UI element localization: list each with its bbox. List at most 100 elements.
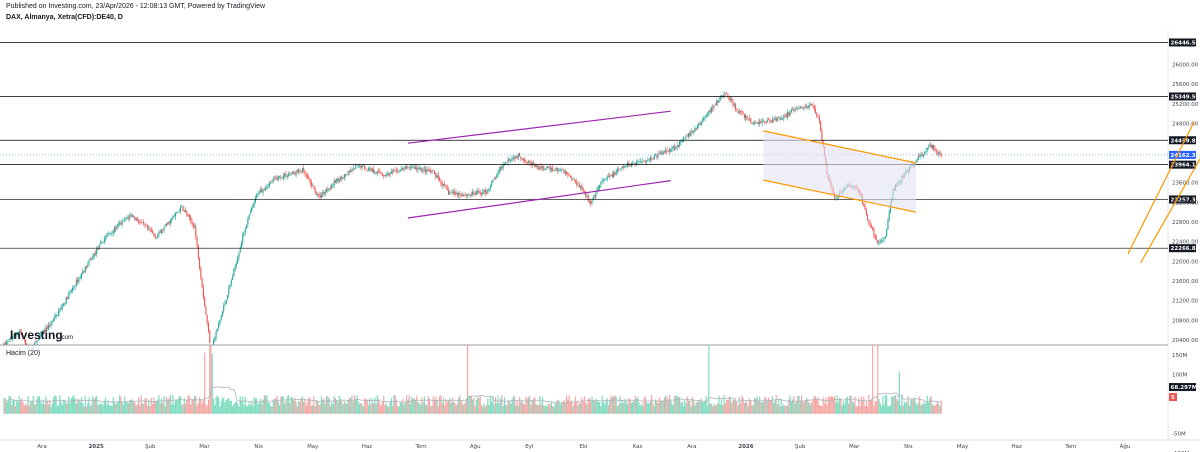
volume-bar xyxy=(258,402,260,414)
candle-body xyxy=(303,167,305,171)
volume-bar xyxy=(409,404,411,414)
volume-bar xyxy=(41,403,43,414)
candle-body xyxy=(371,168,373,172)
candle-body xyxy=(50,321,52,326)
volume-bar xyxy=(345,403,347,414)
candle-body xyxy=(917,155,919,160)
volume-bar xyxy=(855,406,857,414)
candle-body xyxy=(276,177,278,180)
candle-body xyxy=(455,192,457,195)
time-axis-label: May xyxy=(957,444,969,450)
candle-body xyxy=(708,110,710,116)
candle-body xyxy=(461,194,464,197)
candle-body xyxy=(511,158,513,161)
candle-body xyxy=(386,174,389,175)
candle-body xyxy=(479,192,481,194)
volume-tick-label: 150M xyxy=(1172,353,1187,359)
volume-bar xyxy=(559,404,561,414)
volume-bar xyxy=(623,403,625,414)
candle-body xyxy=(571,177,573,180)
volume-bar xyxy=(71,396,74,414)
candle-body xyxy=(712,107,714,109)
candle-body xyxy=(31,348,33,350)
volume-bar xyxy=(595,398,597,414)
volume-bar xyxy=(540,404,542,414)
candle-body xyxy=(530,162,532,166)
candle-body xyxy=(877,240,879,244)
candle-body xyxy=(374,172,376,174)
candle-body xyxy=(921,154,923,157)
volume-bar xyxy=(49,400,51,414)
volume-bar xyxy=(61,404,64,414)
volume-bar xyxy=(720,399,723,414)
volume-bar xyxy=(546,406,549,414)
volume-bar xyxy=(606,398,608,414)
candle-body xyxy=(574,180,577,182)
volume-bar xyxy=(821,406,823,414)
candle-body xyxy=(773,119,775,121)
candle-body xyxy=(380,173,382,175)
volume-bar xyxy=(647,403,649,414)
candle-body xyxy=(317,193,319,195)
volume-bar xyxy=(182,404,184,414)
candle-body xyxy=(552,167,554,171)
volume-bar xyxy=(836,395,838,414)
volume-bar xyxy=(68,396,70,414)
candle-body xyxy=(811,104,813,105)
candle-body xyxy=(347,170,349,174)
candle-body xyxy=(51,321,53,323)
volume-bar xyxy=(154,401,156,414)
volume-bar xyxy=(113,401,116,414)
volume-bar xyxy=(557,399,559,414)
volume-bar xyxy=(924,403,926,414)
candle-body xyxy=(407,167,409,169)
candle-body xyxy=(115,227,117,230)
candle-body xyxy=(652,158,654,160)
volume-bar xyxy=(329,406,331,414)
volume-bar xyxy=(832,397,834,414)
level-label-5: 22266.88 xyxy=(1171,246,1200,252)
volume-bar xyxy=(571,400,573,414)
volume-bar xyxy=(399,401,401,414)
volume-bar xyxy=(563,399,565,414)
volume-bar xyxy=(379,403,381,414)
volume-bar xyxy=(901,395,903,414)
volume-bar xyxy=(799,400,801,414)
rising-wedge-upper-line xyxy=(1127,121,1195,255)
candle-body xyxy=(232,276,234,281)
volume-bar xyxy=(940,400,942,414)
candle-body xyxy=(573,179,575,181)
volume-bar xyxy=(463,403,465,414)
level-tag-bg xyxy=(1169,244,1196,253)
volume-bar xyxy=(714,405,716,414)
volume-bar xyxy=(831,396,833,414)
volume-bar xyxy=(806,398,808,414)
candle-body xyxy=(18,331,20,334)
volume-bar xyxy=(668,395,671,414)
candle-body xyxy=(610,174,612,176)
volume-bar xyxy=(28,405,30,414)
volume-bar xyxy=(525,396,527,414)
volume-bar xyxy=(781,405,784,414)
candle-body xyxy=(806,106,808,108)
volume-bar xyxy=(144,398,146,414)
volume-bar xyxy=(833,395,836,414)
candle-body xyxy=(322,192,324,195)
candle-body xyxy=(432,170,434,172)
volume-bar xyxy=(788,399,790,414)
candle-body xyxy=(301,168,303,173)
price-tick-label: 25600.00 xyxy=(1172,82,1199,88)
candle-body xyxy=(124,219,126,221)
candle-body xyxy=(569,175,571,178)
candle-body xyxy=(559,169,561,171)
volume-bar xyxy=(835,402,837,414)
candle-body xyxy=(666,150,668,152)
volume-bar xyxy=(308,397,310,414)
volume-bar xyxy=(282,396,284,414)
volume-bar xyxy=(65,402,67,414)
volume-bar xyxy=(21,398,23,414)
volume-bar xyxy=(576,400,578,414)
candle-body xyxy=(112,230,114,233)
volume-bar xyxy=(475,399,478,414)
